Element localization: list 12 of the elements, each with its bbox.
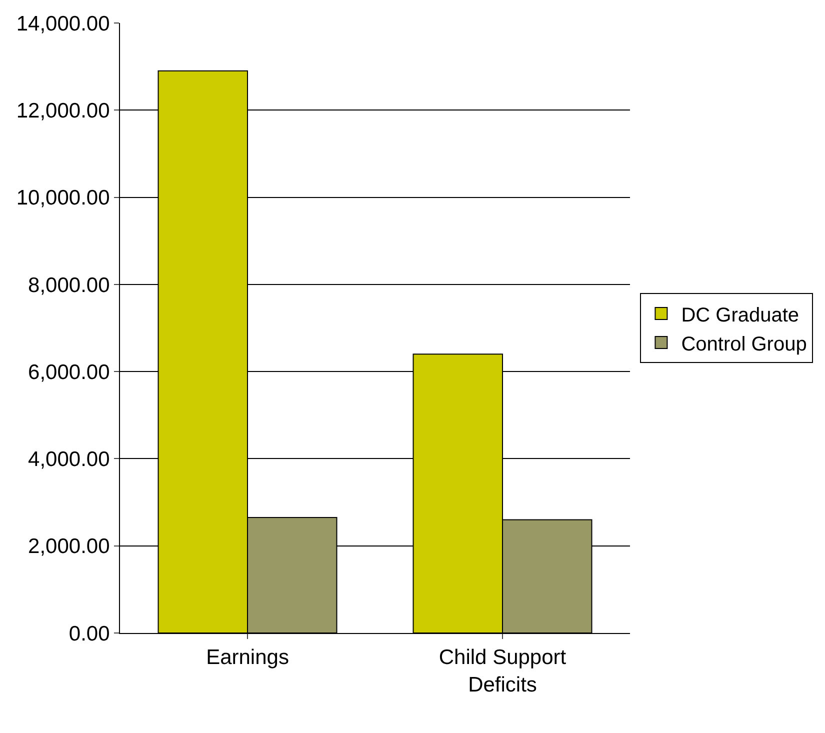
y-tick-label: 8,000.00 [28, 274, 110, 297]
y-tick-label: 12,000.00 [16, 99, 110, 122]
y-tick-label: 4,000.00 [28, 448, 110, 472]
legend-label: Control Group [681, 333, 807, 356]
y-tick-label: 2,000.00 [28, 535, 110, 558]
x-tick-label: Earnings [206, 646, 289, 670]
y-tick-label: 14,000.00 [16, 12, 110, 36]
x-tick-label: Child Support Deficits [438, 646, 566, 696]
y-tick-label: 10,000.00 [16, 186, 110, 210]
y-tick-label: 6,000.00 [28, 360, 110, 384]
y-tick-label: 0.00 [68, 622, 110, 646]
legend-label: DC Graduate [681, 304, 800, 326]
